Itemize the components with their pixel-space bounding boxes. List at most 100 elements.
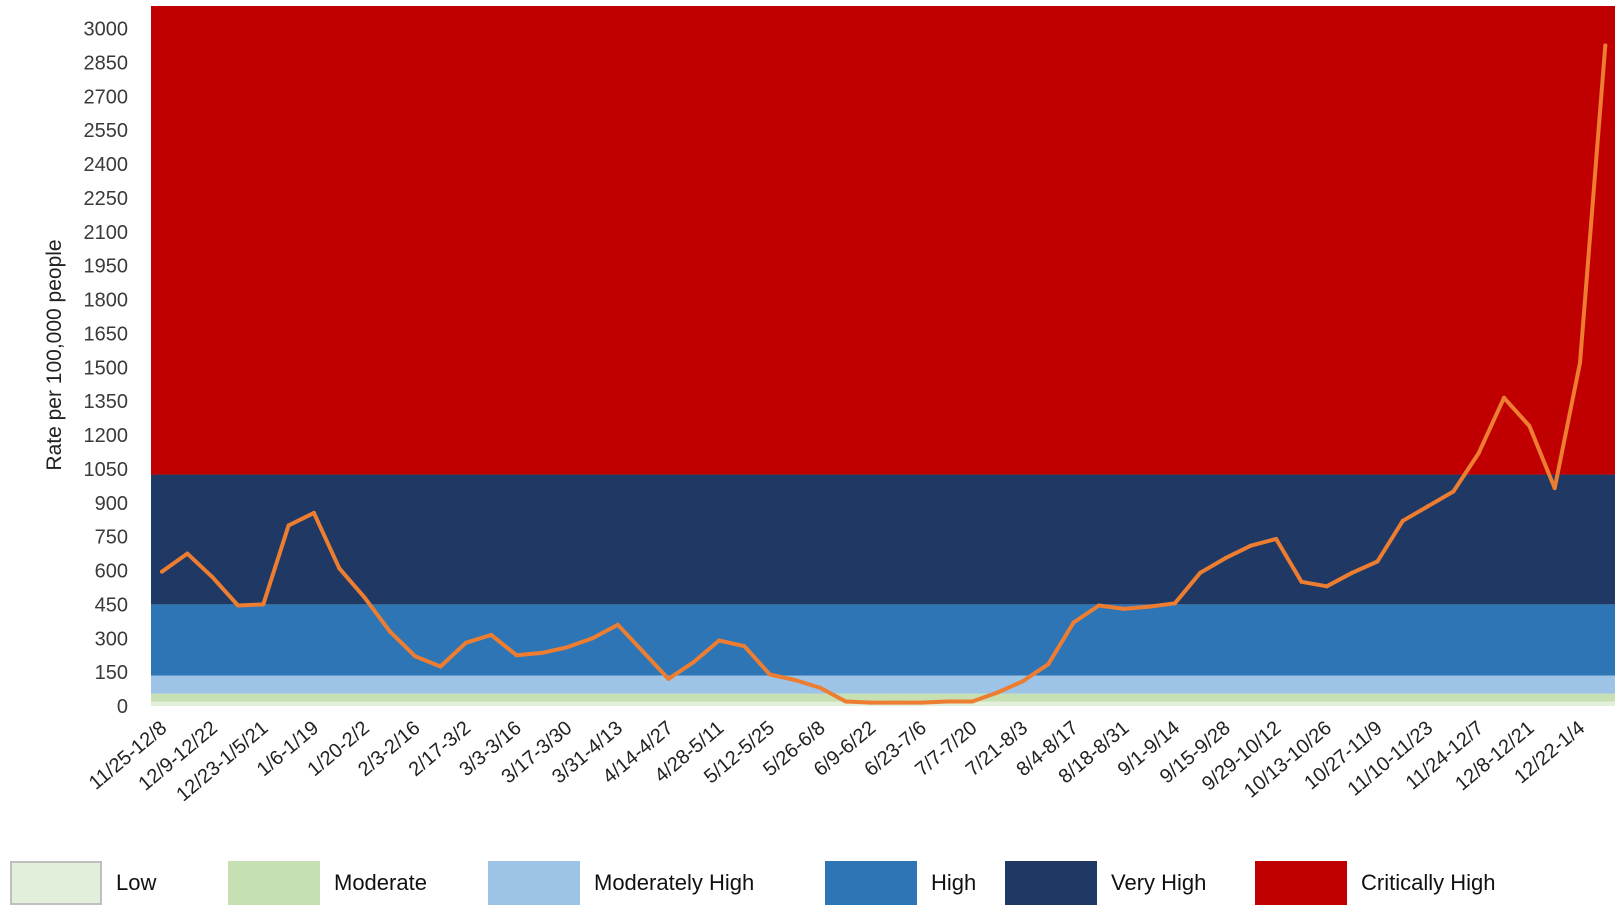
data-point — [1476, 451, 1481, 456]
legend-label: Moderately High — [594, 870, 755, 895]
data-point — [1147, 604, 1152, 609]
y-axis-label: Rate per 100,000 people — [43, 239, 66, 470]
y-axis: 0 150 300 450 600 750 900 1050 1200 1350 1500 1650 1… — [84, 19, 129, 718]
data-point — [843, 699, 848, 704]
data-point — [1426, 504, 1431, 509]
data-point — [894, 700, 899, 705]
x-axis: 11/25-12/812/9-12/2212/23-1/5/211/6-1/19… — [85, 717, 1589, 806]
y-tick-label: 1800 — [84, 290, 129, 312]
data-point — [1172, 601, 1177, 606]
band-critically-high — [151, 6, 1615, 475]
y-tick-label: 1200 — [84, 425, 129, 447]
legend-item-low: Low — [10, 858, 156, 908]
data-point — [1375, 559, 1380, 564]
data-point — [160, 569, 164, 574]
data-point — [691, 659, 696, 664]
data-point — [1451, 489, 1456, 494]
risk-bands — [151, 6, 1615, 706]
data-point — [1400, 518, 1405, 523]
data-point — [1274, 536, 1279, 541]
data-point — [210, 575, 215, 580]
data-point — [1096, 603, 1101, 608]
data-point — [666, 676, 671, 681]
data-point — [818, 685, 823, 690]
y-tick-label: 150 — [95, 662, 128, 684]
data-point — [742, 644, 747, 649]
chart: 0 150 300 450 600 750 900 1050 1200 1350 1500 1650 1… — [43, 6, 1615, 806]
y-tick-label: 2250 — [84, 188, 129, 210]
y-tick-label: 750 — [95, 527, 128, 549]
band-moderate — [151, 693, 1615, 702]
legend-item-very-high: Very High — [1005, 858, 1206, 908]
y-tick-label: 450 — [95, 594, 128, 616]
y-tick-label: 1650 — [84, 323, 129, 345]
legend-item-moderate: Moderate — [228, 858, 427, 908]
data-point — [717, 638, 722, 643]
y-tick-label: 1500 — [84, 357, 129, 379]
data-point — [489, 632, 494, 637]
legend-item-critically-high: Critically High — [1255, 858, 1495, 908]
legend-swatch — [1255, 861, 1347, 905]
legend-label: Critically High — [1361, 870, 1496, 895]
data-point — [1502, 395, 1507, 400]
data-point — [1122, 606, 1127, 611]
y-tick-label: 1050 — [84, 459, 129, 481]
data-point — [869, 700, 873, 705]
series-line — [160, 43, 1608, 705]
data-point — [235, 603, 240, 608]
data-point — [286, 523, 291, 528]
legend-item-high: High — [825, 858, 976, 908]
band-moderately-high — [151, 675, 1615, 694]
series-layer — [160, 43, 1608, 705]
legend-label: Very High — [1111, 870, 1207, 895]
data-point — [438, 664, 443, 669]
data-point — [514, 653, 519, 658]
y-tick-label: 600 — [95, 561, 128, 583]
band-very-high — [151, 474, 1615, 605]
legend-label: Moderate — [334, 870, 427, 895]
data-point — [413, 654, 418, 659]
y-tick-label: 1350 — [84, 391, 129, 413]
data-point — [1223, 556, 1228, 561]
data-point — [1324, 584, 1329, 589]
data-point — [995, 690, 1000, 695]
data-point — [261, 602, 266, 607]
data-point — [1071, 620, 1076, 625]
data-point — [1552, 486, 1557, 491]
data-point — [1046, 662, 1051, 667]
data-point — [1578, 360, 1582, 365]
data-point — [590, 636, 595, 641]
data-point — [919, 700, 924, 705]
data-point — [463, 640, 468, 645]
data-point — [1299, 579, 1304, 584]
data-point — [362, 595, 367, 600]
data-point — [944, 699, 949, 704]
y-tick-label: 2850 — [84, 52, 129, 74]
y-tick-label: 2700 — [84, 86, 129, 108]
data-point — [1020, 679, 1025, 684]
y-tick-label: 2100 — [84, 222, 129, 244]
legend-swatch — [825, 861, 917, 905]
legend-swatch — [1005, 861, 1097, 905]
data-point — [970, 699, 975, 704]
legend: Low Moderate Moderately High High Very High C… — [0, 858, 1615, 913]
data-point — [1248, 543, 1253, 548]
data-point — [185, 551, 190, 556]
data-point — [565, 645, 570, 650]
legend-swatch — [10, 861, 102, 905]
y-tick-label: 1950 — [84, 256, 129, 278]
data-point — [1527, 424, 1532, 428]
legend-swatch — [228, 861, 320, 905]
band-high — [151, 604, 1615, 676]
data-point — [767, 672, 772, 677]
data-point — [793, 678, 798, 683]
legend-swatch — [488, 861, 580, 905]
data-point — [1198, 570, 1203, 575]
y-tick-label: 2400 — [84, 154, 129, 176]
legend-label: Low — [116, 870, 157, 895]
data-point — [641, 649, 646, 654]
data-point — [311, 510, 316, 515]
y-tick-label: 900 — [95, 493, 128, 515]
y-tick-label: 0 — [117, 696, 128, 718]
data-point — [1350, 570, 1355, 575]
